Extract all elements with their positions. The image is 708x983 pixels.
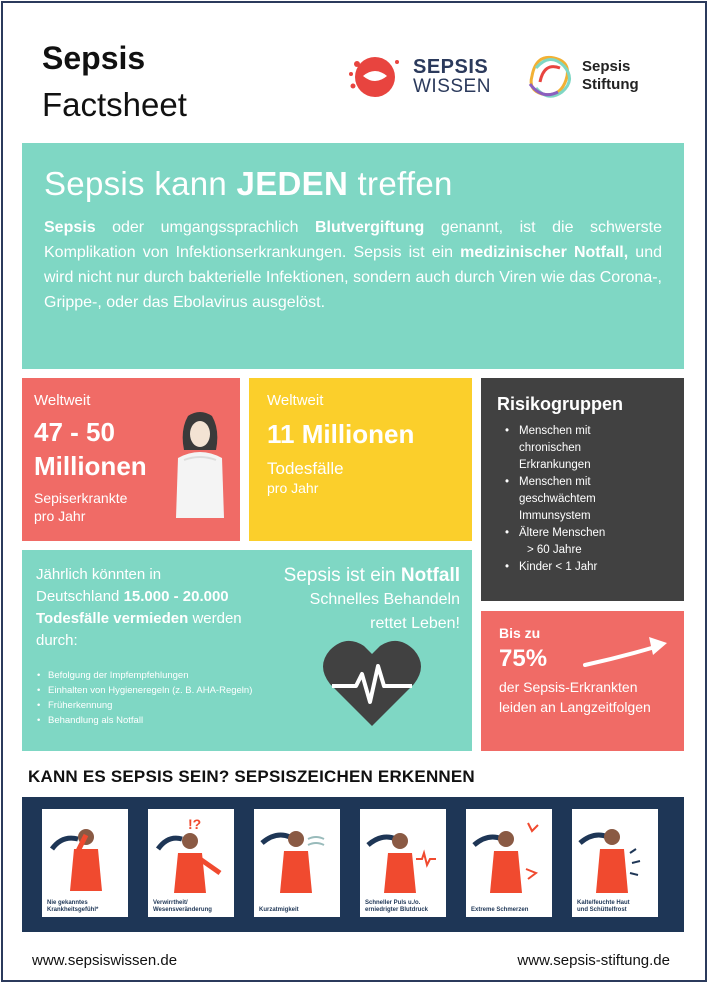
risk-item: Immunsystem [519,510,591,522]
sign-card: !? Verwirrtheit/Wesensveränderung [148,809,234,917]
heartbeat-heart-icon [323,640,421,726]
footer-link-sepsis-stiftung[interactable]: www.sepsis-stiftung.de [517,952,670,969]
emergency-message: Sepsis ist ein Notfall Schnelles Behande… [230,564,460,636]
sign-label: Verwirrtheit/Wesensveränderung [153,900,212,913]
sign-label: Kurzatmigkeit [259,907,299,913]
emergency-line3: rettet Leben! [370,615,460,632]
sign-card: Schneller Puls u./o. erniedrigter Blutdru… [360,809,446,917]
stat1-sub-line1: Sepiserkrankte [34,490,128,506]
sick-person-icon [176,412,224,518]
confusion-icon: !? [155,816,222,893]
risk-title: Risikogruppen [497,394,624,414]
stat2-big: 11 Millionen [267,419,415,449]
stat2-sub-line1: Todesfälle [267,459,344,478]
risk-list: Menschen mit chronischen Erkrankungen Me… [497,423,668,576]
svg-text:!?: !? [188,816,201,832]
prevention-item: Einhalten von Hygieneregeln (z. B. AHA-R… [36,683,252,698]
prevention-item: Behandlung als Notfall [36,713,252,728]
long-term-effects-box: Bis zu 75% der Sepsis-Erkrankten leiden … [481,611,684,751]
signs-heading: KANN ES SEPSIS SEIN? SEPSISZEICHEN ERKEN… [28,767,475,786]
stat1-big-line2: Millionen [34,451,147,481]
sign-label: Extreme Schmerzen [471,907,529,913]
emergency-line2: Schnelles Behandeln [309,591,460,608]
sign-card: Kalte/feuchte Haut und Schüttelfrost [572,809,658,917]
risk-item: Ältere Menschen [497,525,668,542]
logo2-line2: Stiftung [582,76,639,93]
risk-item: Menschen mit [497,423,668,440]
sepsis-signs-panel: Nie gekanntes Krankheitsgefühl* !? Verwir… [22,797,684,932]
sepsis-wissen-logo-icon [349,57,399,97]
longterm-text: der Sepsis-Erkrankten leiden an Langzeit… [499,679,651,715]
logo2-line1: Sepsis [582,58,631,75]
extreme-pain-icon [472,822,539,893]
stat2-sub-line2: pro Jahr [267,480,319,496]
footer-link-sepsiswissen[interactable]: www.sepsiswissen.de [32,952,178,969]
prevention-list: Befolgung der Impfempfehlungen Einhalten… [36,668,252,728]
rapid-pulse-icon [366,833,436,893]
longterm-percent: 75% [499,645,548,672]
longterm-label: Bis zu [499,625,541,641]
prevention-text: Jährlich könnten in Deutschland 15.000 -… [36,566,242,649]
risk-item: Erkrankungen [519,459,591,471]
stat-deaths-box: Weltweit 11 Millionen Todesfälle pro Jah… [249,378,472,541]
stat1-label: Weltweit [34,392,91,409]
sign-label: Schneller Puls u./o. erniedrigter Blutdru… [365,900,429,913]
stat2-label: Weltweit [267,392,324,409]
risk-item: > 60 Jahre [527,544,582,556]
sign-card: Extreme Schmerzen [466,809,552,917]
sepsis-stiftung-logo-icon [528,55,571,98]
cold-clammy-skin-icon [578,829,641,893]
page-title: Sepsis [42,40,146,76]
arrow-right-icon [583,637,667,667]
page-subtitle: Factsheet [42,86,187,123]
sign-label: Kalte/feuchte Haut und Schüttelfrost [577,900,630,913]
stat1-sub-line2: pro Jahr [34,508,86,524]
logo1-line2: WISSEN [413,76,491,97]
intro-heading: Sepsis kann JEDEN treffen [44,165,453,202]
logo1-line1: SEPSIS [413,56,489,78]
stat1-big-line1: 47 - 50 [34,417,115,447]
emergency-headline: Sepsis ist ein Notfall [283,565,460,586]
risk-item: Menschen mit [497,474,668,491]
risk-item: geschwächtem [519,493,596,505]
prevention-item: Früherkennung [36,698,252,713]
prevention-box: Jährlich könnten in Deutschland 15.000 -… [22,550,472,751]
sign-card: Kurzatmigkeit [254,809,340,917]
sign-label: Nie gekanntes Krankheitsgefühl* [47,900,99,913]
prevention-item: Befolgung der Impfempfehlungen [36,668,252,683]
feeling-ill-icon [49,829,102,891]
shortness-of-breath-icon [260,831,325,893]
intro-box: Sepsis kann JEDEN treffen Sepsis oder um… [22,143,684,369]
risk-item: chronischen [519,442,582,454]
sign-card: Nie gekanntes Krankheitsgefühl* [42,809,128,917]
intro-text: Sepsis oder umgangssprachlich Blutvergif… [44,219,663,311]
risk-item: Kinder < 1 Jahr [497,559,668,576]
risk-groups-box: Risikogruppen Menschen mit chronischen E… [481,378,684,601]
